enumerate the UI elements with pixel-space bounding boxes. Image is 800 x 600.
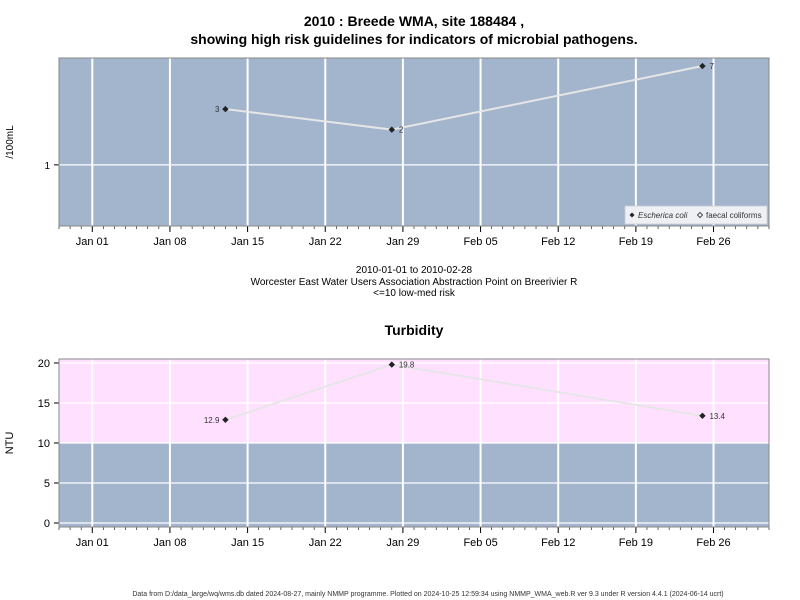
y-axis-label: /100mL <box>5 125 16 159</box>
date-range-subtitle: 2010-01-01 to 2010-02-28 <box>356 265 473 276</box>
data-label: 13.4 <box>709 412 725 421</box>
legend-label-ecoli: Escherica coli <box>638 211 688 220</box>
x-tick-label: Feb 26 <box>696 236 730 248</box>
turbidity-chart: Jan 01 Jan 08 Jan 15 Jan 22 Jan 29 Feb 05 Feb … <box>4 358 770 549</box>
x-tick-label: Feb 05 <box>463 236 497 248</box>
data-point <box>699 62 706 70</box>
data-point <box>699 412 706 419</box>
plot-frame <box>58 358 770 528</box>
turbidity-chart-title: Turbidity <box>385 322 444 338</box>
data-label: 19.8 <box>399 361 415 370</box>
y-tick-label: 10 <box>38 438 50 450</box>
y-axis-label: NTU <box>4 432 16 455</box>
data-source-footer: Data from D:/data_large/wq/wms.db dated … <box>132 591 723 598</box>
data-point <box>222 416 229 423</box>
microbial-chart: Jan 01 Jan 08 Jan 15 Jan 22 Jan 29 Feb 05 Feb … <box>5 57 770 248</box>
legend-key-faecal <box>696 211 704 219</box>
x-tick-label: Feb 12 <box>541 236 575 248</box>
x-tick-label: Jan 08 <box>153 236 186 248</box>
x-tick-label: Jan 29 <box>386 537 419 549</box>
x-tick-label: Feb 12 <box>541 537 575 549</box>
x-tick-label: Feb 26 <box>696 537 730 549</box>
x-tick-label: Feb 19 <box>619 537 653 549</box>
y-tick-label: 15 <box>38 398 50 410</box>
legend-key-ecoli <box>629 212 635 218</box>
y-tick-label: 0 <box>44 518 50 530</box>
y-tick-label: 5 <box>44 478 50 490</box>
site-name-subtitle: Worcester East Water Users Association A… <box>251 277 578 288</box>
x-tick-label: Feb 05 <box>463 537 497 549</box>
x-tick-label: Jan 22 <box>309 537 342 549</box>
plot-frame <box>58 57 770 227</box>
x-tick-label: Jan 08 <box>153 537 186 549</box>
x-tick-label: Jan 15 <box>231 236 264 248</box>
data-label: 12.9 <box>204 416 220 425</box>
x-tick-label: Jan 22 <box>309 236 342 248</box>
y-tick-label: 20 <box>38 358 50 370</box>
plot-background <box>59 58 769 226</box>
data-point <box>388 361 396 368</box>
risk-note-subtitle: <=10 low-med risk <box>373 288 456 299</box>
x-tick-label: Jan 15 <box>231 537 264 549</box>
legend-box <box>624 205 768 225</box>
data-point <box>222 105 229 113</box>
x-tick-label: Jan 29 <box>386 236 419 248</box>
legend-label-faecal: faecal coliforms <box>706 211 762 220</box>
data-label: 3 <box>215 105 220 114</box>
data-label: 2 <box>399 126 404 135</box>
x-tick-label: Feb 19 <box>619 236 653 248</box>
x-tick-label: Jan 01 <box>76 236 109 248</box>
figure-title-line2: showing high risk guidelines for indicat… <box>190 31 637 47</box>
y-tick-label: 1 <box>44 161 50 172</box>
x-tick-label: Jan 01 <box>76 537 109 549</box>
data-point <box>388 126 396 133</box>
data-label: 7 <box>709 62 714 71</box>
high-risk-band <box>59 359 769 443</box>
figure-title-line1: 2010 : Breede WMA, site 188484 , <box>304 13 524 29</box>
